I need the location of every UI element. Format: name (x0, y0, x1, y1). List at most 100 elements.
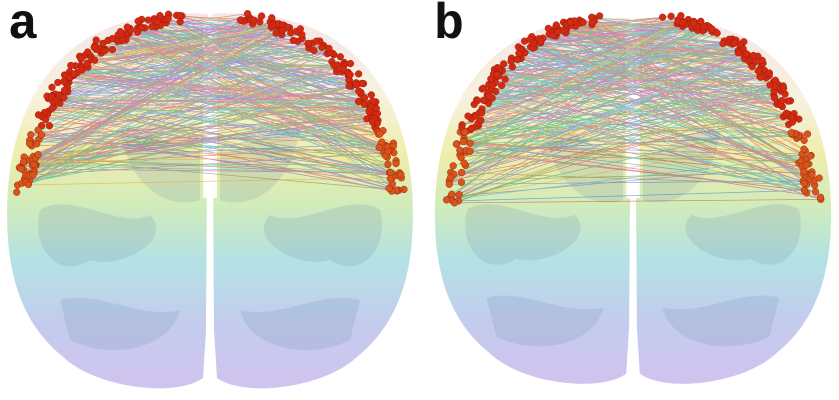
electrode (67, 62, 74, 69)
electrode (731, 40, 738, 47)
panel-label: a (8, 0, 38, 54)
electrode (817, 194, 824, 201)
electrode (766, 70, 773, 77)
electrode (386, 185, 393, 192)
electrode (772, 77, 779, 84)
electrode (42, 116, 49, 123)
electrode (134, 29, 141, 36)
electrode (373, 105, 380, 112)
electrode (273, 30, 280, 37)
electrode (290, 37, 297, 44)
panel: a (7, 0, 413, 388)
electrode (801, 146, 808, 153)
electrode (493, 71, 500, 78)
electrode (697, 18, 704, 25)
electrode (788, 130, 795, 137)
electrode (801, 187, 808, 194)
electrode (311, 47, 318, 54)
electrode (498, 82, 505, 89)
electrode (801, 137, 808, 144)
electrode (812, 188, 819, 195)
electrode (451, 199, 458, 206)
electrode (31, 161, 38, 168)
panel-label: b (434, 0, 464, 54)
electrode (18, 165, 25, 172)
electrode (49, 84, 56, 91)
electrode (78, 55, 85, 62)
electrode (743, 51, 750, 58)
electrode (461, 160, 468, 167)
electrode (369, 98, 376, 105)
electrode (35, 151, 42, 158)
electrode (393, 160, 400, 167)
electrode (801, 180, 808, 187)
electrode (119, 37, 126, 44)
electrode (84, 49, 91, 56)
electrode (91, 57, 98, 64)
electrode (61, 87, 68, 94)
electrode (659, 14, 666, 21)
electrode (804, 131, 811, 138)
electrode (759, 57, 766, 64)
electrode (376, 144, 383, 151)
electrode (720, 40, 727, 47)
electrode (456, 147, 463, 154)
electrode (780, 85, 787, 92)
electrode (25, 181, 32, 188)
electrode (385, 161, 392, 168)
electrode (567, 19, 574, 26)
electrode (165, 15, 172, 22)
electrode (46, 122, 53, 129)
electrode (48, 93, 55, 100)
electrode (337, 53, 344, 60)
electrode (668, 13, 675, 20)
electrode (397, 171, 404, 178)
electrode (466, 148, 473, 155)
electrode (297, 25, 304, 32)
electrode (353, 81, 360, 88)
electrode (487, 75, 494, 82)
electrode (538, 38, 545, 45)
electrode (60, 78, 67, 85)
electrode (467, 140, 474, 147)
electrode (560, 27, 567, 34)
electrode (477, 117, 484, 124)
electrode (369, 118, 376, 125)
electrode (508, 58, 515, 65)
electrode (489, 82, 496, 89)
electrode (145, 17, 152, 24)
electrode (368, 92, 375, 99)
electrode (326, 45, 333, 52)
electrode (468, 125, 475, 132)
electrode (515, 50, 522, 57)
electrode (177, 12, 184, 19)
electrode (70, 71, 77, 78)
panel: b (434, 0, 831, 384)
electrode (514, 56, 521, 63)
electrode (478, 109, 485, 116)
electrode (735, 49, 742, 56)
electrode (269, 22, 276, 29)
electrode (554, 29, 561, 36)
electrode (385, 148, 392, 155)
electrode (38, 132, 45, 139)
electrode (461, 129, 468, 136)
figure: a b (0, 0, 839, 400)
electrode (99, 40, 106, 47)
electrode (737, 41, 744, 48)
electrode (109, 35, 116, 42)
electrode (355, 70, 362, 77)
electrode (305, 40, 312, 47)
electrode (346, 83, 353, 90)
electrode (135, 18, 142, 25)
electrode (20, 158, 27, 165)
electrode (749, 63, 756, 70)
electrode (361, 101, 368, 108)
electrode (149, 23, 156, 30)
electrode (771, 95, 778, 102)
electrode (250, 17, 257, 24)
electrode (101, 47, 108, 54)
electrode (453, 141, 460, 148)
electrode (60, 94, 67, 101)
electrode (460, 138, 467, 145)
